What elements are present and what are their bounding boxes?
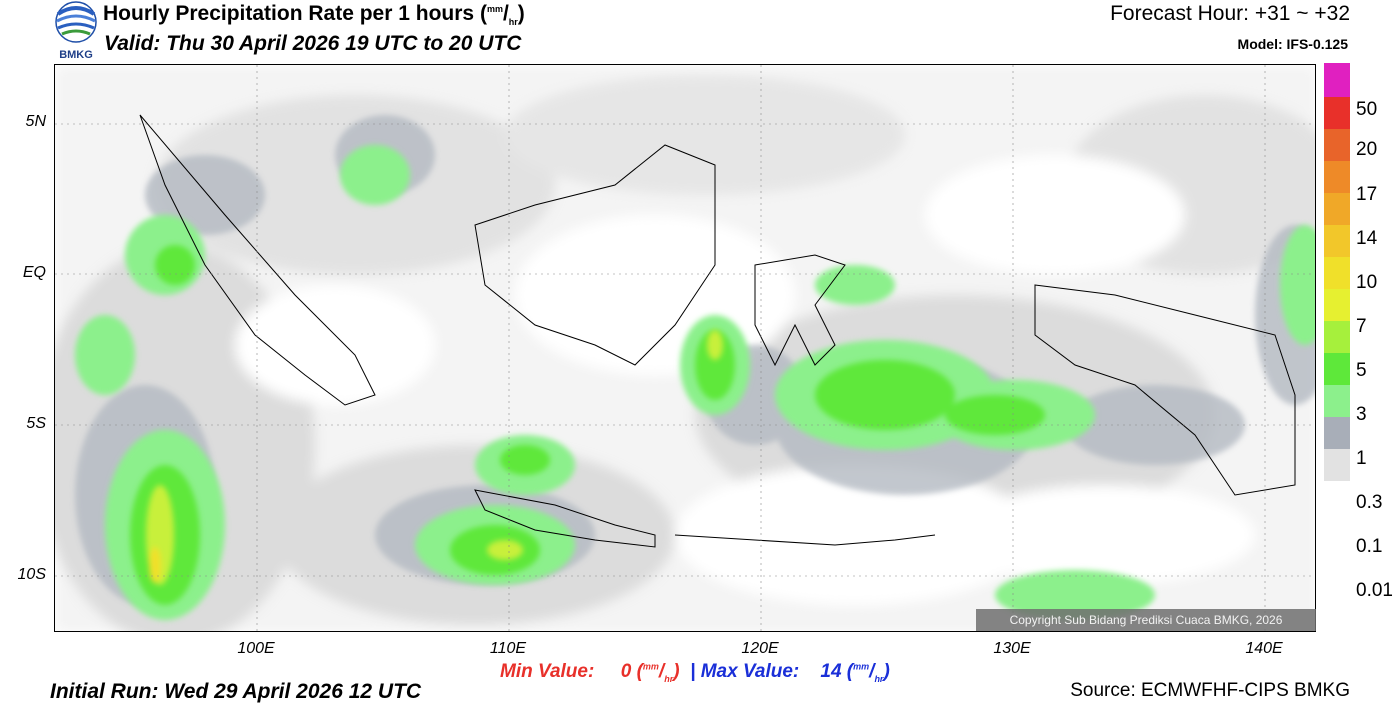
legend-label: 3 (1356, 404, 1367, 425)
lat-label-5n: 5N (25, 113, 46, 130)
lat-label-5s: 5S (26, 415, 46, 432)
model-name: Model: IFS-0.125 (1237, 36, 1348, 52)
precipitation-map (54, 64, 1316, 632)
legend-label: 10 (1356, 272, 1378, 293)
lat-label-eq: EQ (22, 264, 46, 281)
logo-text: BMKG (59, 49, 93, 60)
legend-swatch (1324, 449, 1350, 481)
legend-colorbar (1324, 63, 1350, 481)
legend-label: 20 (1356, 139, 1378, 160)
lon-label-120e: 120E (741, 640, 779, 657)
papua-outline (1034, 284, 1296, 496)
legend-label: 0.01 (1356, 580, 1393, 601)
map-canvas (55, 65, 1315, 631)
legend-swatch (1324, 225, 1350, 257)
min-label: Min Value: (500, 661, 595, 682)
legend-swatch (1324, 257, 1350, 289)
legend-label: 0.1 (1356, 536, 1383, 557)
legend-swatch (1324, 129, 1350, 161)
sulawesi-outline (754, 254, 846, 367)
lon-label-100e: 100E (237, 640, 275, 657)
min-unit: (mm/hr) (631, 661, 680, 684)
legend-label: 50 (1356, 99, 1378, 120)
unit-numerator: mm (486, 4, 503, 14)
unit-denominator: hr (508, 17, 518, 28)
copyright-notice: Copyright Sub Bidang Prediksi Cuaca BMKG… (976, 609, 1316, 631)
legend-label: 5 (1356, 360, 1367, 381)
valid-time: Valid: Thu 30 April 2026 19 UTC to 20 UT… (104, 32, 522, 55)
legend-label: 7 (1356, 316, 1367, 337)
legend-label: 1 (1356, 448, 1367, 469)
legend-swatch (1324, 353, 1350, 385)
legend-swatch (1324, 417, 1350, 449)
forecast-hour: Forecast Hour: +31 ~ +32 (1110, 2, 1350, 25)
min-max-values: Min Value: 0 (mm/hr) | Max Value: 14 (mm… (500, 661, 890, 684)
heavy-rain-field (130, 245, 1045, 605)
bmkg-logo-icon: BMKG (55, 1, 97, 61)
legend-swatch (1324, 289, 1350, 321)
title-text: Hourly Precipitation Rate per 1 hours (103, 2, 475, 25)
legend-swatch (1324, 161, 1350, 193)
lon-label-110e: 110E (489, 640, 527, 657)
legend-swatch (1324, 385, 1350, 417)
legend-swatch (1324, 63, 1350, 97)
min-value: 0 (620, 661, 632, 682)
legend-swatch (1324, 193, 1350, 225)
intense-rain-cells (146, 330, 723, 585)
java-outline (474, 489, 656, 548)
min-max-separator: | (690, 661, 696, 682)
coastlines (139, 114, 1296, 548)
legend-swatch (1324, 97, 1350, 129)
borneo-outline (474, 144, 716, 366)
graticule (55, 65, 1315, 631)
nusa-tenggara-outline (674, 534, 936, 546)
lat-label-10s: 10S (17, 566, 46, 583)
sumatra-outline (139, 114, 376, 406)
max-unit: (mm/hr) (841, 661, 890, 684)
bmkg-logo: BMKG (52, 0, 100, 61)
legend-swatch (1324, 321, 1350, 353)
legend-label: 0.3 (1356, 492, 1383, 513)
lon-label-140e: 140E (1245, 640, 1283, 657)
title-unit: (mm/hr) (479, 2, 525, 28)
legend-label: 14 (1356, 228, 1378, 249)
page-title: Hourly Precipitation Rate per 1 hours (m… (103, 2, 525, 27)
lon-label-130e: 130E (993, 640, 1031, 657)
max-value: 14 (820, 661, 842, 682)
legend-label: 17 (1356, 184, 1378, 205)
data-source: Source: ECMWFHF-CIPS BMKG (1070, 680, 1350, 701)
max-label: Max Value: (700, 661, 800, 682)
initial-run: Initial Run: Wed 29 April 2026 12 UTC (50, 680, 422, 703)
